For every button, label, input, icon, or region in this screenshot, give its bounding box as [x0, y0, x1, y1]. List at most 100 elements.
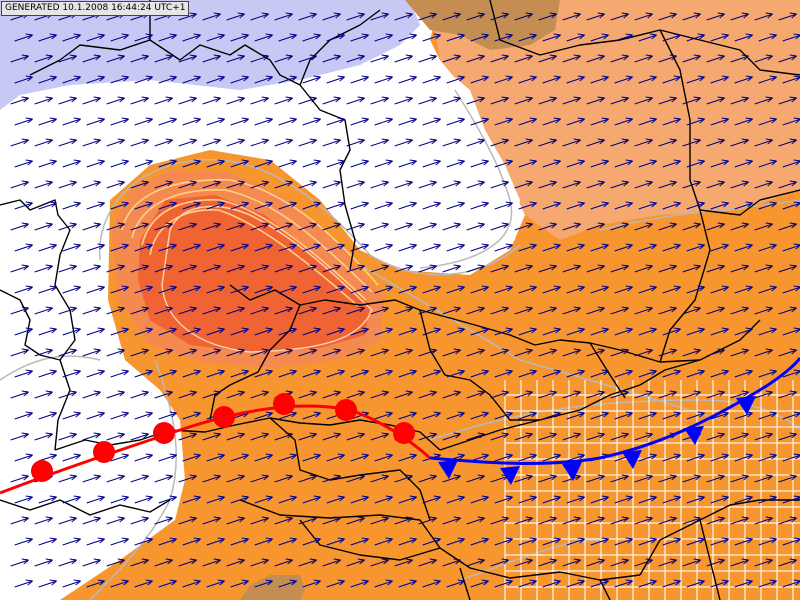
wind-arrow-icon	[730, 432, 749, 441]
wind-arrow-icon	[590, 117, 609, 126]
wind-arrow-icon	[566, 327, 585, 336]
wind-arrow-icon	[470, 369, 489, 378]
wind-arrow-icon	[154, 348, 173, 357]
wind-arrow-icon	[538, 180, 557, 189]
wind-arrow-icon	[662, 495, 681, 504]
wind-arrow-icon	[518, 453, 537, 462]
wind-arrow-icon	[154, 558, 173, 567]
wind-arrow-icon	[250, 306, 269, 315]
wind-arrow-icon	[422, 537, 441, 546]
wind-arrow-icon	[566, 159, 585, 168]
wind-arrow-icon	[538, 558, 557, 567]
wind-arrow-icon	[178, 180, 197, 189]
wind-arrow-icon	[442, 390, 461, 399]
wind-arrow-icon	[542, 159, 561, 168]
cold-front-triangle-icon	[684, 426, 704, 445]
wind-arrow-icon	[254, 411, 273, 420]
wind-arrow-icon	[158, 117, 177, 126]
wind-arrow-icon	[158, 201, 177, 210]
wind-arrow-icon	[134, 285, 153, 294]
wind-arrow-icon	[254, 33, 273, 42]
wind-arrow-icon	[226, 54, 245, 63]
wind-arrow-icon	[178, 222, 197, 231]
wind-arrow-icon	[634, 516, 653, 525]
wind-arrow-icon	[14, 453, 33, 462]
generated-timestamp: GENERATED 10.1.2008 16:44:24 UTC+1	[1, 1, 190, 16]
wind-arrow-icon	[422, 75, 441, 84]
wind-arrow-icon	[38, 411, 57, 420]
wind-arrow-icon	[158, 537, 177, 546]
wind-arrow-icon	[322, 54, 341, 63]
wind-arrow-icon	[710, 75, 729, 84]
wind-arrow-icon	[58, 138, 77, 147]
wind-arrow-icon	[38, 159, 57, 168]
wind-arrow-icon	[538, 138, 557, 147]
wind-arrow-icon	[158, 495, 177, 504]
wind-arrow-icon	[706, 432, 725, 441]
wind-arrow-icon	[590, 411, 609, 420]
wind-arrow-icon	[130, 96, 149, 105]
wind-arrow-icon	[206, 495, 225, 504]
wind-arrow-icon	[638, 453, 657, 462]
wind-arrow-icon	[326, 369, 345, 378]
wind-arrow-icon	[274, 54, 293, 63]
wind-arrow-icon	[374, 159, 393, 168]
wind-arrow-icon	[418, 264, 437, 273]
wind-arrow-icon	[394, 222, 413, 231]
wind-arrow-icon	[202, 516, 221, 525]
wind-arrow-icon	[346, 264, 365, 273]
wind-arrow-icon	[658, 96, 677, 105]
wind-arrow-icon	[86, 159, 105, 168]
wind-arrow-icon	[466, 348, 485, 357]
cold-front-line	[429, 357, 800, 465]
wind-arrow-icon	[346, 96, 365, 105]
warm-front-semicircle-icon	[335, 399, 357, 421]
wind-arrow-icon	[610, 264, 629, 273]
wind-arrow-icon	[326, 201, 345, 210]
wind-arrow-icon	[38, 75, 57, 84]
wind-arrow-icon	[758, 75, 777, 84]
wind-arrow-icon	[14, 579, 33, 588]
wind-arrow-icon	[686, 453, 705, 462]
wind-arrow-icon	[346, 558, 365, 567]
wind-arrow-icon	[466, 558, 485, 567]
wind-arrow-icon	[610, 138, 629, 147]
wind-arrow-icon	[10, 96, 29, 105]
wind-arrow-icon	[754, 558, 773, 567]
wind-arrow-icon	[250, 180, 269, 189]
wind-arrow-icon	[398, 369, 417, 378]
wind-arrow-icon	[418, 180, 437, 189]
wind-arrow-icon	[466, 432, 485, 441]
wind-arrow-icon	[302, 537, 321, 546]
wind-arrow-icon	[202, 138, 221, 147]
wind-arrow-icon	[682, 96, 701, 105]
wind-arrow-icon	[134, 579, 153, 588]
wind-arrow-icon	[326, 537, 345, 546]
wind-arrow-icon	[686, 327, 705, 336]
cold-front-triangle-icon	[736, 396, 756, 415]
wind-arrow-icon	[374, 453, 393, 462]
wind-arrow-icon	[178, 558, 197, 567]
wind-arrow-icon	[38, 285, 57, 294]
wind-arrow-icon	[398, 453, 417, 462]
wind-arrow-icon	[230, 159, 249, 168]
wind-arrow-icon	[398, 33, 417, 42]
wind-arrow-icon	[562, 348, 581, 357]
wind-arrow-icon	[226, 306, 245, 315]
wind-arrow-icon	[206, 117, 225, 126]
wind-arrow-icon	[38, 495, 57, 504]
wind-arrow-icon	[274, 432, 293, 441]
land-high-north	[405, 0, 560, 50]
wind-arrow-icon	[662, 453, 681, 462]
wind-arrow-icon	[686, 369, 705, 378]
wind-arrow-icon	[350, 243, 369, 252]
wind-arrow-icon	[134, 453, 153, 462]
wind-arrow-icon	[658, 180, 677, 189]
wind-arrow-icon	[350, 117, 369, 126]
wind-arrow-icon	[226, 348, 245, 357]
cold-region	[0, 0, 420, 110]
wind-arrow-icon	[62, 537, 81, 546]
wind-arrow-icon	[370, 432, 389, 441]
wind-arrow-icon	[226, 180, 245, 189]
wind-arrow-icon	[422, 369, 441, 378]
